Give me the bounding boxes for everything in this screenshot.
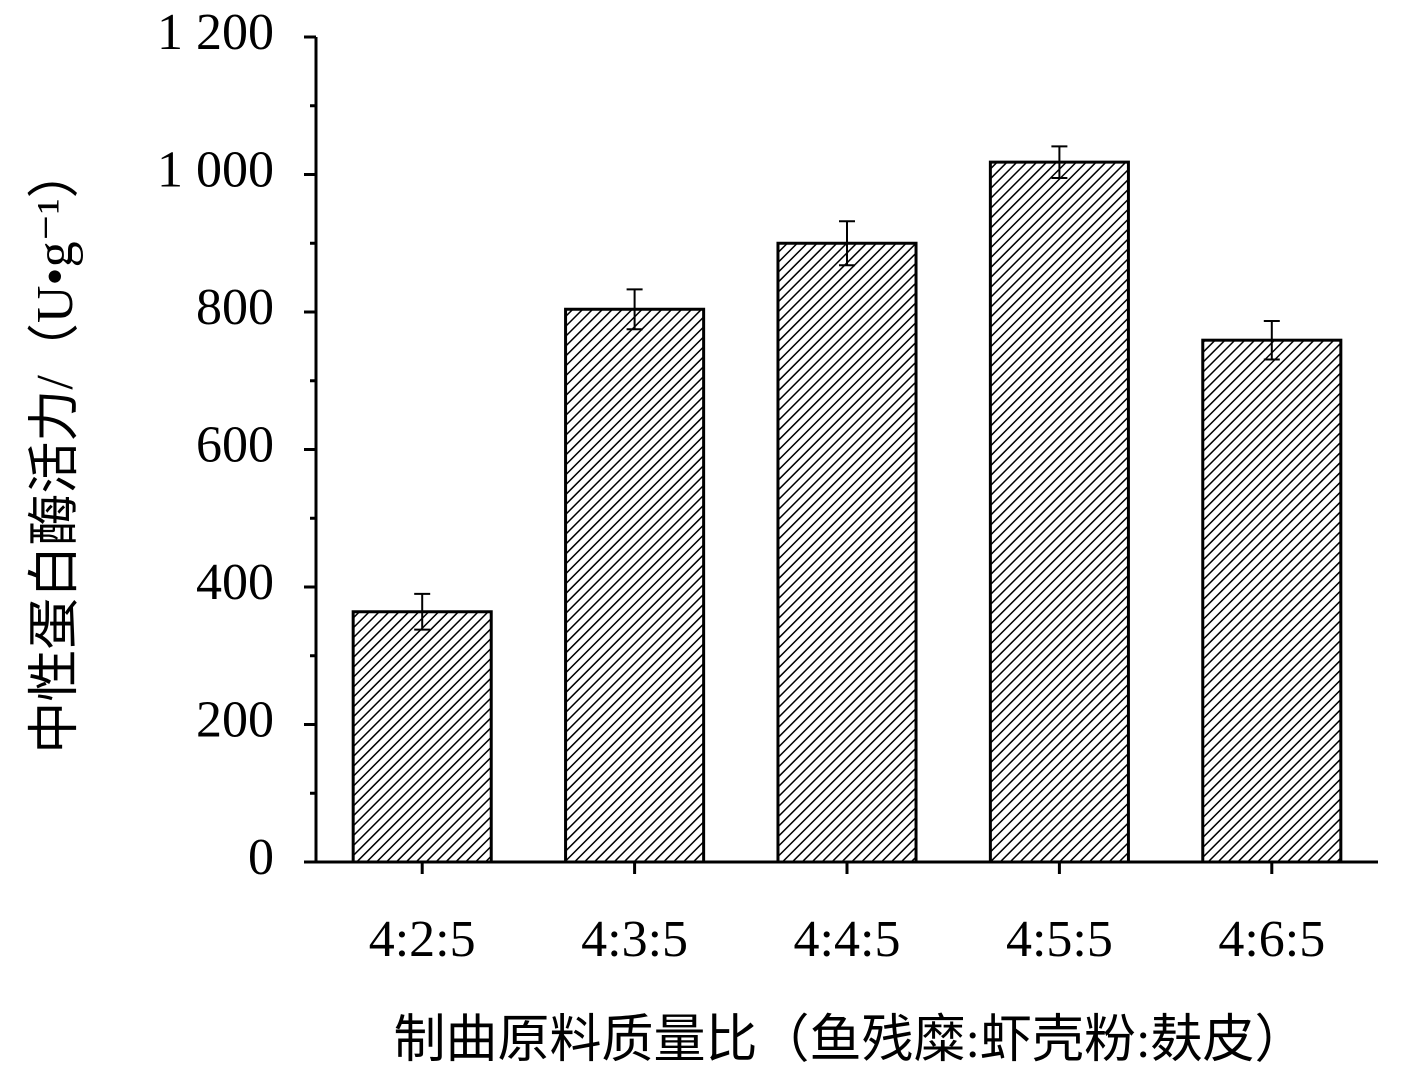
x-axis-label: 制曲原料质量比（鱼残糜:虾壳粉:麸皮） <box>394 1012 1307 1069</box>
y-tick-label: 200 <box>196 691 274 748</box>
y-tick-label: 400 <box>196 554 274 611</box>
y-tick-label: 800 <box>196 279 274 336</box>
x-tick-label: 4:5:5 <box>1006 911 1113 968</box>
bar <box>1201 338 1343 864</box>
x-tick-label: 4:2:5 <box>369 911 476 968</box>
bar <box>564 307 706 864</box>
y-axis-label: 中性蛋白酶活力/（U•g⁻¹） <box>27 146 84 753</box>
x-tick-label: 4:4:5 <box>794 911 901 968</box>
y-tick-label: 0 <box>248 829 274 886</box>
x-tick-label: 4:6:5 <box>1218 911 1325 968</box>
bar <box>988 160 1130 864</box>
y-tick-label: 1 000 <box>157 141 274 198</box>
bar <box>776 241 918 864</box>
y-tick-label: 600 <box>196 416 274 473</box>
y-tick-label: 1 200 <box>157 4 274 61</box>
bar <box>351 610 493 864</box>
x-tick-label: 4:3:5 <box>581 911 688 968</box>
